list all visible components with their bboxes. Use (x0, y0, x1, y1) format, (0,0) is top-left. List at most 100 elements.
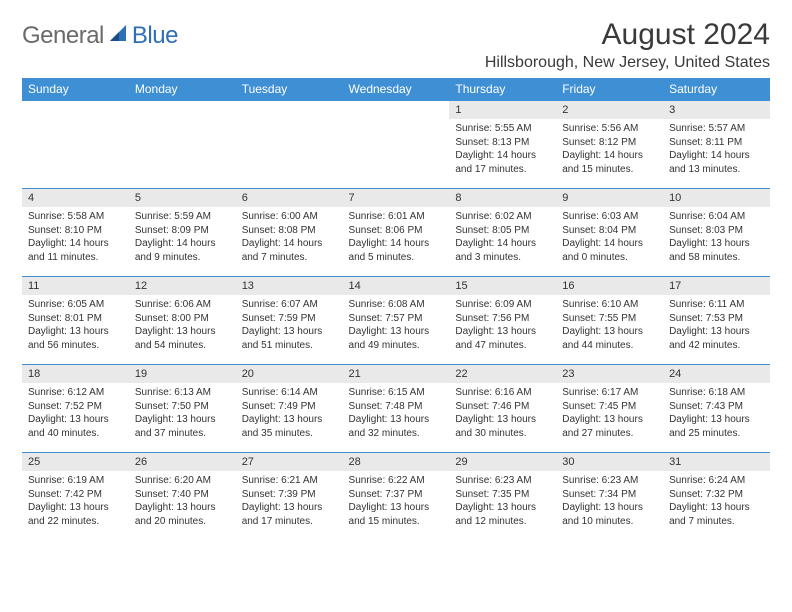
calendar-day-cell: 17Sunrise: 6:11 AMSunset: 7:53 PMDayligh… (663, 277, 770, 365)
day-header: Monday (129, 78, 236, 101)
sunset-text: Sunset: 8:09 PM (135, 224, 230, 238)
sunrise-text: Sunrise: 6:07 AM (242, 298, 337, 312)
day-number: 11 (22, 277, 129, 295)
sunrise-text: Sunrise: 6:14 AM (242, 386, 337, 400)
sunrise-text: Sunrise: 6:06 AM (135, 298, 230, 312)
sunset-text: Sunset: 7:45 PM (562, 400, 657, 414)
day-number: 3 (663, 101, 770, 119)
daylight-text: Daylight: 13 hours and 25 minutes. (669, 413, 764, 440)
day-data: Sunrise: 6:17 AMSunset: 7:45 PMDaylight:… (556, 383, 663, 442)
day-data: Sunrise: 6:01 AMSunset: 8:06 PMDaylight:… (343, 207, 450, 266)
calendar-day-cell: 5Sunrise: 5:59 AMSunset: 8:09 PMDaylight… (129, 189, 236, 277)
day-number: 27 (236, 453, 343, 471)
sunrise-text: Sunrise: 6:22 AM (349, 474, 444, 488)
sunrise-text: Sunrise: 6:17 AM (562, 386, 657, 400)
sunset-text: Sunset: 8:13 PM (455, 136, 550, 150)
day-data: Sunrise: 5:55 AMSunset: 8:13 PMDaylight:… (449, 119, 556, 178)
daylight-text: Daylight: 13 hours and 35 minutes. (242, 413, 337, 440)
calendar-day-cell: 20Sunrise: 6:14 AMSunset: 7:49 PMDayligh… (236, 365, 343, 453)
sunset-text: Sunset: 8:12 PM (562, 136, 657, 150)
sunset-text: Sunset: 7:56 PM (455, 312, 550, 326)
daylight-text: Daylight: 13 hours and 49 minutes. (349, 325, 444, 352)
daylight-text: Daylight: 13 hours and 40 minutes. (28, 413, 123, 440)
calendar-day-cell: 2Sunrise: 5:56 AMSunset: 8:12 PMDaylight… (556, 101, 663, 189)
day-data: Sunrise: 6:15 AMSunset: 7:48 PMDaylight:… (343, 383, 450, 442)
daylight-text: Daylight: 13 hours and 42 minutes. (669, 325, 764, 352)
calendar-day-cell: .. (343, 101, 450, 189)
sunrise-text: Sunrise: 5:56 AM (562, 122, 657, 136)
daylight-text: Daylight: 14 hours and 0 minutes. (562, 237, 657, 264)
day-data: Sunrise: 6:21 AMSunset: 7:39 PMDaylight:… (236, 471, 343, 530)
calendar-day-cell: 18Sunrise: 6:12 AMSunset: 7:52 PMDayligh… (22, 365, 129, 453)
calendar-table: Sunday Monday Tuesday Wednesday Thursday… (22, 78, 770, 541)
daylight-text: Daylight: 13 hours and 15 minutes. (349, 501, 444, 528)
day-header: Saturday (663, 78, 770, 101)
day-number: 18 (22, 365, 129, 383)
sunrise-text: Sunrise: 6:03 AM (562, 210, 657, 224)
logo-text-blue: Blue (132, 22, 178, 50)
sunset-text: Sunset: 7:32 PM (669, 488, 764, 502)
calendar-week-row: 4Sunrise: 5:58 AMSunset: 8:10 PMDaylight… (22, 189, 770, 277)
day-header: Thursday (449, 78, 556, 101)
calendar-day-cell: .. (22, 101, 129, 189)
daylight-text: Daylight: 13 hours and 30 minutes. (455, 413, 550, 440)
day-number: 24 (663, 365, 770, 383)
calendar-day-cell: 31Sunrise: 6:24 AMSunset: 7:32 PMDayligh… (663, 453, 770, 541)
sunset-text: Sunset: 8:01 PM (28, 312, 123, 326)
day-number: 14 (343, 277, 450, 295)
calendar-day-cell: 10Sunrise: 6:04 AMSunset: 8:03 PMDayligh… (663, 189, 770, 277)
day-data: Sunrise: 6:13 AMSunset: 7:50 PMDaylight:… (129, 383, 236, 442)
day-data: Sunrise: 6:20 AMSunset: 7:40 PMDaylight:… (129, 471, 236, 530)
day-number: 2 (556, 101, 663, 119)
sunset-text: Sunset: 7:34 PM (562, 488, 657, 502)
calendar-day-cell: 19Sunrise: 6:13 AMSunset: 7:50 PMDayligh… (129, 365, 236, 453)
calendar-day-cell: .. (129, 101, 236, 189)
day-number: 4 (22, 189, 129, 207)
day-number: 17 (663, 277, 770, 295)
sunrise-text: Sunrise: 6:08 AM (349, 298, 444, 312)
sunset-text: Sunset: 7:50 PM (135, 400, 230, 414)
day-data: Sunrise: 5:56 AMSunset: 8:12 PMDaylight:… (556, 119, 663, 178)
day-number: 21 (343, 365, 450, 383)
sunset-text: Sunset: 8:03 PM (669, 224, 764, 238)
calendar-day-cell: 23Sunrise: 6:17 AMSunset: 7:45 PMDayligh… (556, 365, 663, 453)
title-block: August 2024 Hillsborough, New Jersey, Un… (485, 18, 770, 72)
day-number: 10 (663, 189, 770, 207)
day-number: 28 (343, 453, 450, 471)
day-data: Sunrise: 6:06 AMSunset: 8:00 PMDaylight:… (129, 295, 236, 354)
day-data: Sunrise: 6:23 AMSunset: 7:35 PMDaylight:… (449, 471, 556, 530)
day-data: Sunrise: 6:22 AMSunset: 7:37 PMDaylight:… (343, 471, 450, 530)
calendar-day-cell: 21Sunrise: 6:15 AMSunset: 7:48 PMDayligh… (343, 365, 450, 453)
day-data: Sunrise: 6:19 AMSunset: 7:42 PMDaylight:… (22, 471, 129, 530)
day-number: 29 (449, 453, 556, 471)
sunrise-text: Sunrise: 6:00 AM (242, 210, 337, 224)
calendar-day-cell: 15Sunrise: 6:09 AMSunset: 7:56 PMDayligh… (449, 277, 556, 365)
calendar-week-row: 25Sunrise: 6:19 AMSunset: 7:42 PMDayligh… (22, 453, 770, 541)
day-number: 8 (449, 189, 556, 207)
sunrise-text: Sunrise: 6:15 AM (349, 386, 444, 400)
logo-sail-icon (108, 23, 130, 50)
daylight-text: Daylight: 13 hours and 51 minutes. (242, 325, 337, 352)
calendar-day-cell: 9Sunrise: 6:03 AMSunset: 8:04 PMDaylight… (556, 189, 663, 277)
sunset-text: Sunset: 8:00 PM (135, 312, 230, 326)
daylight-text: Daylight: 13 hours and 47 minutes. (455, 325, 550, 352)
day-number: 1 (449, 101, 556, 119)
daylight-text: Daylight: 14 hours and 13 minutes. (669, 149, 764, 176)
sunset-text: Sunset: 7:43 PM (669, 400, 764, 414)
calendar-day-cell: 25Sunrise: 6:19 AMSunset: 7:42 PMDayligh… (22, 453, 129, 541)
sunset-text: Sunset: 7:49 PM (242, 400, 337, 414)
daylight-text: Daylight: 13 hours and 54 minutes. (135, 325, 230, 352)
daylight-text: Daylight: 13 hours and 22 minutes. (28, 501, 123, 528)
sunset-text: Sunset: 8:04 PM (562, 224, 657, 238)
sunrise-text: Sunrise: 6:09 AM (455, 298, 550, 312)
sunset-text: Sunset: 8:08 PM (242, 224, 337, 238)
calendar-day-cell: .. (236, 101, 343, 189)
sunset-text: Sunset: 7:37 PM (349, 488, 444, 502)
daylight-text: Daylight: 13 hours and 56 minutes. (28, 325, 123, 352)
calendar-day-cell: 30Sunrise: 6:23 AMSunset: 7:34 PMDayligh… (556, 453, 663, 541)
sunset-text: Sunset: 7:40 PM (135, 488, 230, 502)
calendar-day-cell: 3Sunrise: 5:57 AMSunset: 8:11 PMDaylight… (663, 101, 770, 189)
day-number: 12 (129, 277, 236, 295)
daylight-text: Daylight: 13 hours and 27 minutes. (562, 413, 657, 440)
daylight-text: Daylight: 13 hours and 58 minutes. (669, 237, 764, 264)
